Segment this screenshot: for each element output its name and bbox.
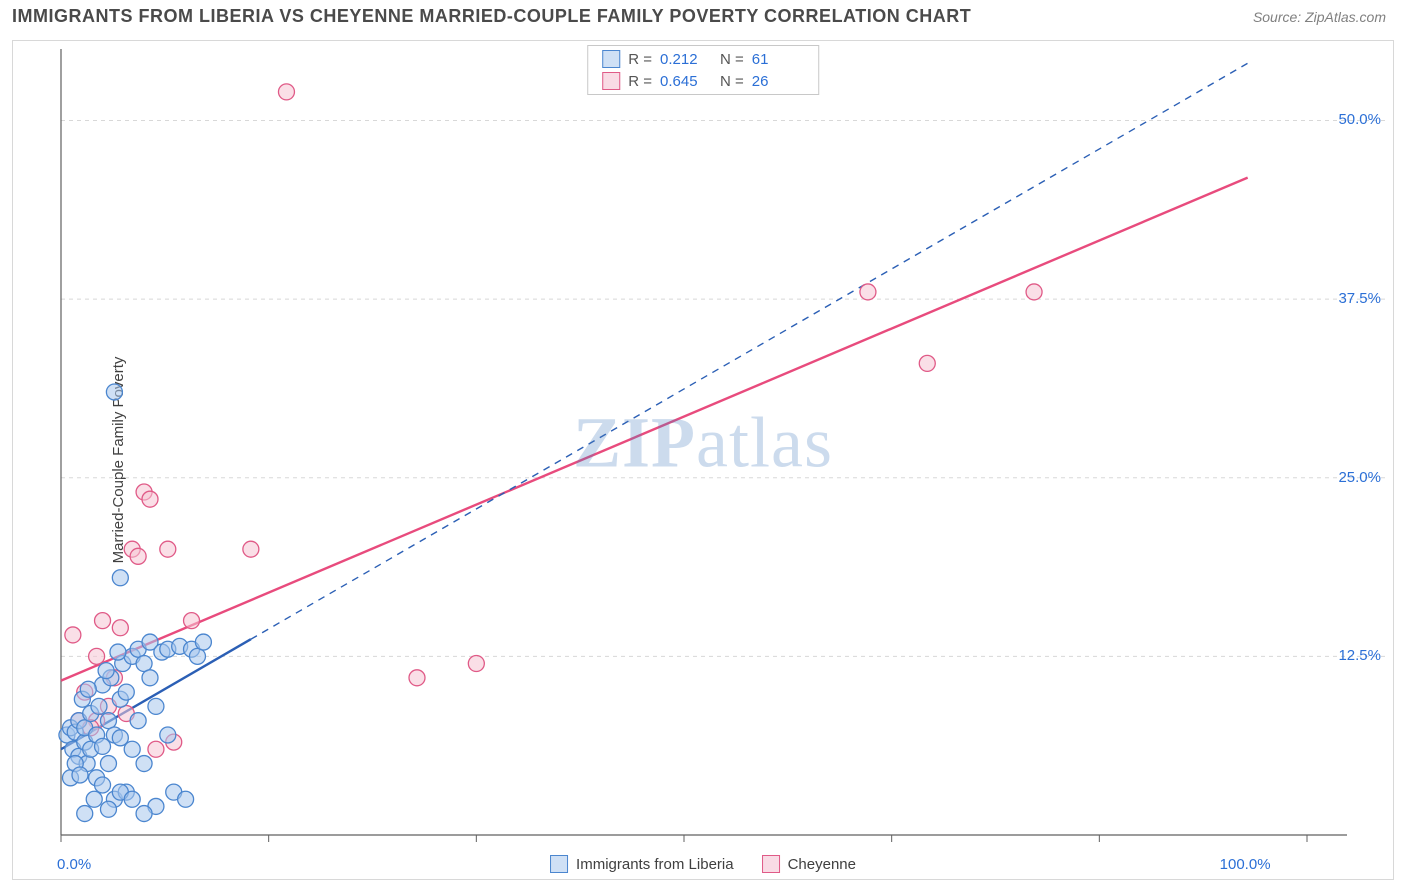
y-tick: 12.5% — [1338, 647, 1381, 664]
legend-stats-row-liberia: R =0.212 N =61 — [588, 48, 818, 70]
chart-area: Married-Couple Family Poverty ZIPatlas R… — [12, 40, 1394, 880]
swatch-liberia — [602, 50, 620, 68]
legend-item-cheyenne: Cheyenne — [762, 855, 856, 873]
scatter-plot-svg — [13, 41, 1393, 879]
swatch-cheyenne-icon — [762, 855, 780, 873]
legend-stats: R =0.212 N =61 R =0.645 N =26 — [587, 45, 819, 95]
legend-series: Immigrants from Liberia Cheyenne — [550, 855, 856, 873]
x-tick-min: 0.0% — [57, 856, 91, 873]
y-tick: 50.0% — [1338, 111, 1381, 128]
y-tick: 37.5% — [1338, 290, 1381, 307]
swatch-liberia-icon — [550, 855, 568, 873]
y-tick: 25.0% — [1338, 469, 1381, 486]
chart-title: IMMIGRANTS FROM LIBERIA VS CHEYENNE MARR… — [12, 6, 971, 27]
legend-stats-row-cheyenne: R =0.645 N =26 — [588, 70, 818, 92]
chart-source: Source: ZipAtlas.com — [1253, 9, 1386, 25]
x-tick-max: 100.0% — [1220, 856, 1271, 873]
swatch-cheyenne — [602, 72, 620, 90]
legend-item-liberia: Immigrants from Liberia — [550, 855, 734, 873]
